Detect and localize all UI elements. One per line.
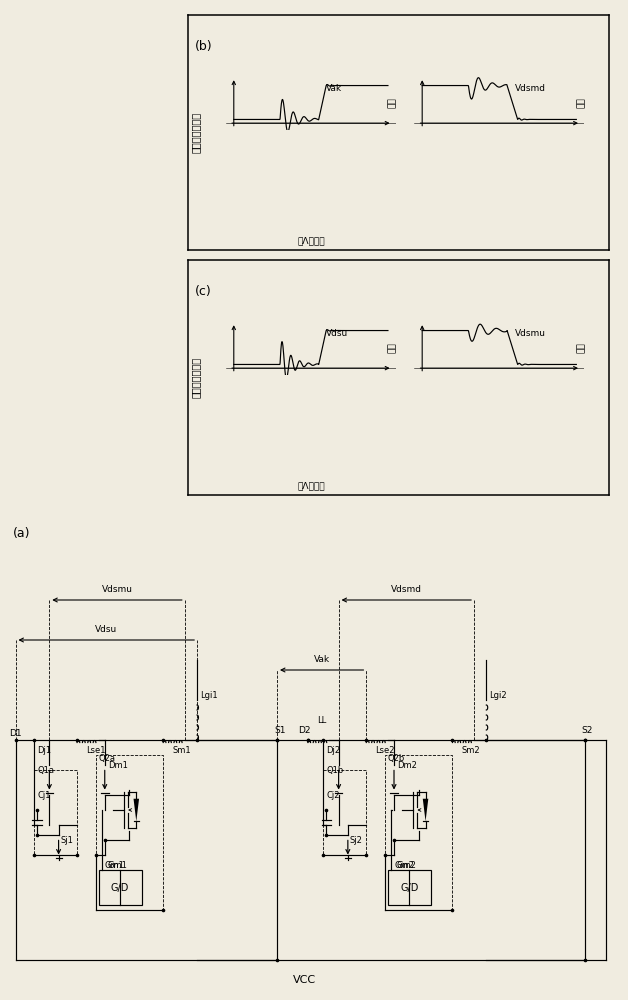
Text: Cj1: Cj1 xyxy=(37,791,50,800)
Text: Vdsu: Vdsu xyxy=(95,625,117,634)
Bar xyxy=(95,755,163,910)
Text: Dm2: Dm2 xyxy=(397,761,417,770)
Text: (a): (a) xyxy=(13,527,30,540)
Text: 时间: 时间 xyxy=(577,342,585,353)
Text: Vdsmd: Vdsmd xyxy=(391,585,422,594)
Text: （Λ）电压: （Λ）电压 xyxy=(297,236,325,245)
Text: Gm2: Gm2 xyxy=(396,861,416,870)
Text: Lgi2: Lgi2 xyxy=(489,691,507,700)
Bar xyxy=(323,770,366,855)
Text: D2: D2 xyxy=(299,726,311,735)
Bar xyxy=(99,870,142,905)
Text: S2: S2 xyxy=(582,726,593,735)
Text: Q1a: Q1a xyxy=(37,766,54,775)
Text: S1: S1 xyxy=(274,726,286,735)
Text: Vdsmu: Vdsmu xyxy=(102,585,133,594)
Text: 时间: 时间 xyxy=(388,97,397,108)
Text: LL: LL xyxy=(317,716,327,725)
Text: Cj2: Cj2 xyxy=(327,791,340,800)
Text: Vdsmd: Vdsmd xyxy=(515,84,546,93)
Text: 时间: 时间 xyxy=(577,97,585,108)
Text: D1: D1 xyxy=(9,728,22,738)
Text: Sj2: Sj2 xyxy=(349,836,362,845)
Text: Dm1: Dm1 xyxy=(108,761,127,770)
Bar xyxy=(385,755,452,910)
Text: Lse1: Lse1 xyxy=(86,746,106,755)
Polygon shape xyxy=(423,799,428,821)
Polygon shape xyxy=(134,799,139,821)
Text: (c): (c) xyxy=(195,285,212,298)
Text: Q2b: Q2b xyxy=(388,754,405,762)
Bar xyxy=(388,870,431,905)
Text: G/D: G/D xyxy=(111,882,129,892)
Text: Lgi1: Lgi1 xyxy=(200,691,218,700)
Text: Gm1: Gm1 xyxy=(107,861,127,870)
Text: Vak: Vak xyxy=(313,655,330,664)
Text: Vdsmu: Vdsmu xyxy=(515,329,546,338)
Text: Gm1: Gm1 xyxy=(105,861,124,870)
Text: Q2a: Q2a xyxy=(99,754,116,762)
Text: Sj1: Sj1 xyxy=(60,836,73,845)
Text: Vak: Vak xyxy=(327,84,342,93)
Text: Vdsu: Vdsu xyxy=(327,329,349,338)
Text: 时间: 时间 xyxy=(388,342,397,353)
Text: VCC: VCC xyxy=(293,975,317,985)
Text: Q1b: Q1b xyxy=(327,766,344,775)
Text: Dj2: Dj2 xyxy=(327,746,340,755)
Text: Sm2: Sm2 xyxy=(462,746,480,755)
Bar xyxy=(34,770,77,855)
Text: Sm1: Sm1 xyxy=(173,746,191,755)
Text: Gm2: Gm2 xyxy=(394,861,414,870)
Text: Lse2: Lse2 xyxy=(376,746,395,755)
Text: Dj1: Dj1 xyxy=(37,746,51,755)
Text: G/D: G/D xyxy=(400,882,419,892)
Text: （Λ）电压: （Λ）电压 xyxy=(297,481,325,490)
Text: (b): (b) xyxy=(195,40,212,53)
Text: 上支路（接通）: 上支路（接通） xyxy=(191,112,201,153)
Text: 上支路（断开）: 上支路（断开） xyxy=(191,357,201,398)
